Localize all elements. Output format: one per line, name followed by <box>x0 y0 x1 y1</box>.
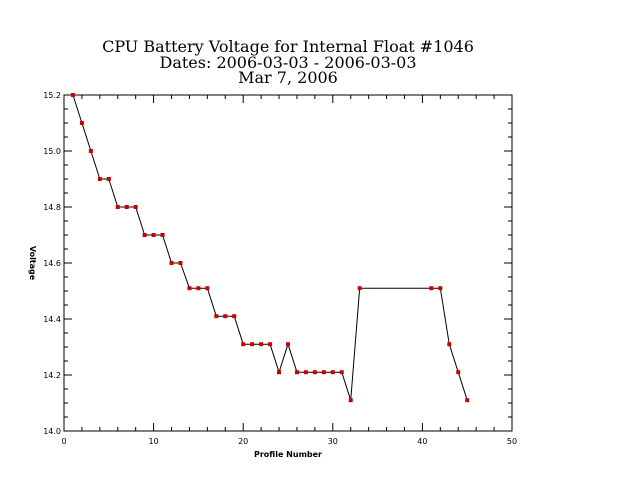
data-point <box>196 286 201 291</box>
data-point <box>169 261 174 265</box>
y-tick-label: 14.0 <box>43 427 61 436</box>
x-tick-label: 50 <box>507 437 517 446</box>
data-point <box>286 342 290 347</box>
data-point <box>268 342 273 347</box>
data-point <box>312 370 317 375</box>
plot-frame <box>63 94 513 432</box>
x-tick-label: 30 <box>328 437 338 446</box>
data-point <box>214 314 219 319</box>
data-point <box>321 370 326 375</box>
title-line-2: Dates: 2006-03-03 - 2006-03-03 <box>159 53 416 72</box>
data-point <box>456 370 461 375</box>
data-point <box>79 121 84 125</box>
data-point <box>465 398 470 403</box>
x-tick-labels: 0 10 20 30 40 50 <box>61 437 517 446</box>
axis-ticks <box>63 94 513 432</box>
data-point <box>70 93 75 97</box>
y-tick-label: 14.4 <box>43 315 61 324</box>
voltage-markers <box>70 93 470 403</box>
data-point <box>303 370 308 375</box>
data-point <box>241 342 246 347</box>
y-tick-label: 15.2 <box>43 91 61 100</box>
data-point <box>106 177 111 181</box>
data-point <box>178 261 183 265</box>
data-point <box>429 286 434 291</box>
data-point <box>97 177 102 181</box>
y-tick-label: 15.0 <box>43 147 61 156</box>
data-point <box>339 370 344 375</box>
data-point <box>205 286 210 291</box>
data-point <box>447 342 452 347</box>
data-point <box>88 149 93 153</box>
x-axis-label: Profile Number <box>254 450 322 459</box>
y-tick-label: 14.2 <box>43 371 61 380</box>
data-point <box>348 398 353 403</box>
y-tick-label: 14.8 <box>43 203 61 212</box>
data-point <box>330 370 335 375</box>
data-point <box>187 286 192 291</box>
x-tick-label: 10 <box>149 437 159 446</box>
data-point <box>438 286 443 291</box>
voltage-series-line <box>72 94 468 401</box>
title-line-3: Mar 7, 2006 <box>238 68 338 87</box>
data-point <box>142 233 147 237</box>
data-point <box>223 314 228 319</box>
data-point <box>294 370 299 375</box>
y-axis-label: Voltage <box>28 246 37 281</box>
chart-title: CPU Battery Voltage for Internal Float #… <box>102 37 474 87</box>
x-tick-label: 0 <box>61 437 66 446</box>
y-tick-labels: 14.0 14.2 14.4 14.6 14.8 15.0 15.2 <box>43 91 61 436</box>
data-point <box>250 342 255 347</box>
y-tick-label: 14.6 <box>43 259 61 268</box>
data-point <box>124 205 129 209</box>
data-point <box>160 233 165 237</box>
title-line-1: CPU Battery Voltage for Internal Float #… <box>102 37 474 56</box>
data-point <box>232 314 237 319</box>
x-tick-label: 40 <box>417 437 427 446</box>
data-point <box>115 205 120 209</box>
data-point <box>357 286 362 291</box>
x-tick-label: 20 <box>238 437 248 446</box>
data-point <box>151 233 156 237</box>
data-point <box>259 342 264 347</box>
data-point <box>277 370 282 375</box>
data-point <box>133 205 138 209</box>
